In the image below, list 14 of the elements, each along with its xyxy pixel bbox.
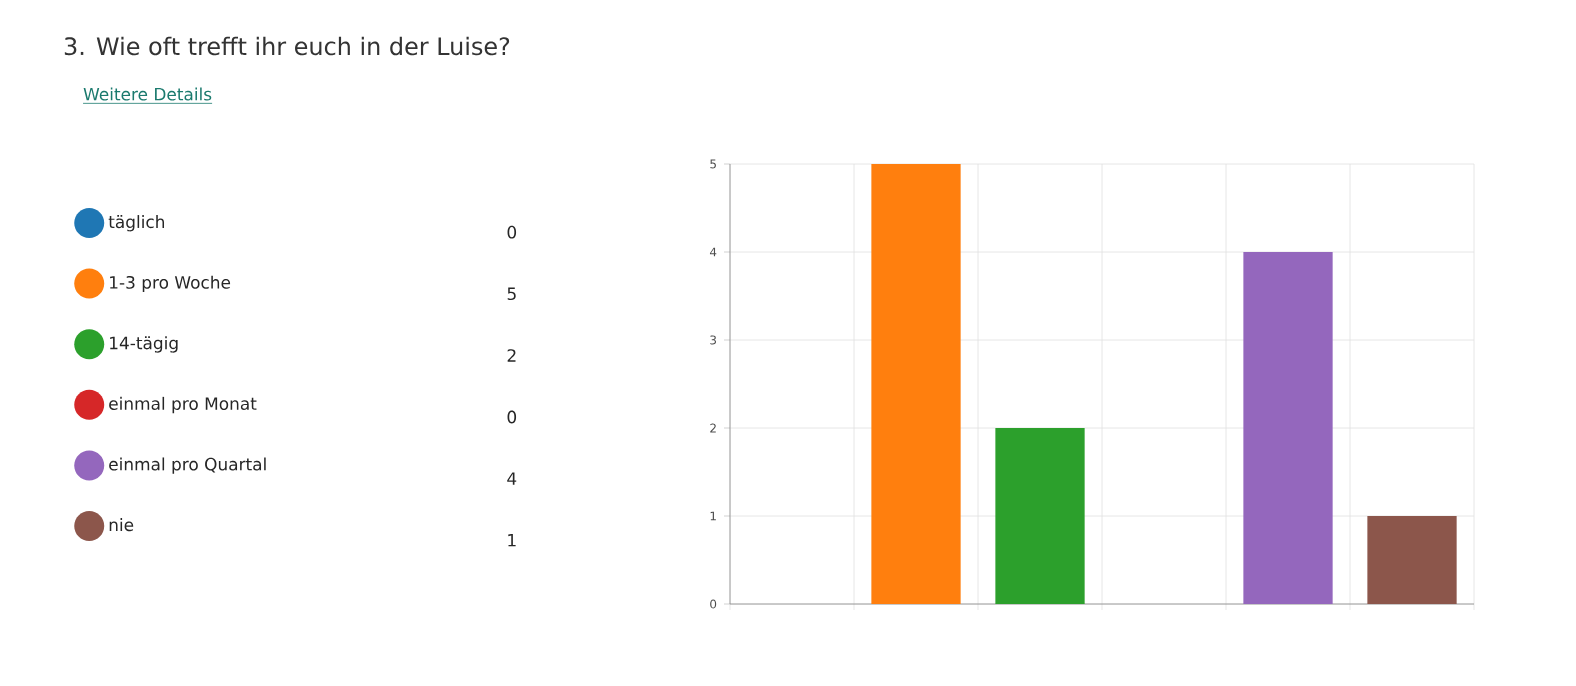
text: 4 [507, 472, 517, 485]
text: Weitere Details [83, 87, 212, 101]
legend-label: einmal pro Monat [109, 396, 257, 414]
text: 3. Wie oft trefft ihr euch in der Luise? [64, 36, 510, 56]
text: 1 [508, 534, 516, 547]
text: 2 [507, 349, 516, 362]
legend-label: 14-tägig [110, 336, 178, 353]
legend-label: einmal pro Quartal [109, 457, 266, 474]
text: 5 [507, 287, 516, 301]
legend-label: täglich [108, 215, 165, 232]
legend-label: nie [109, 518, 134, 532]
legend-label: 1-3 pro Woche [110, 275, 231, 293]
text: 0 [507, 410, 517, 424]
text: 0 [507, 225, 517, 239]
